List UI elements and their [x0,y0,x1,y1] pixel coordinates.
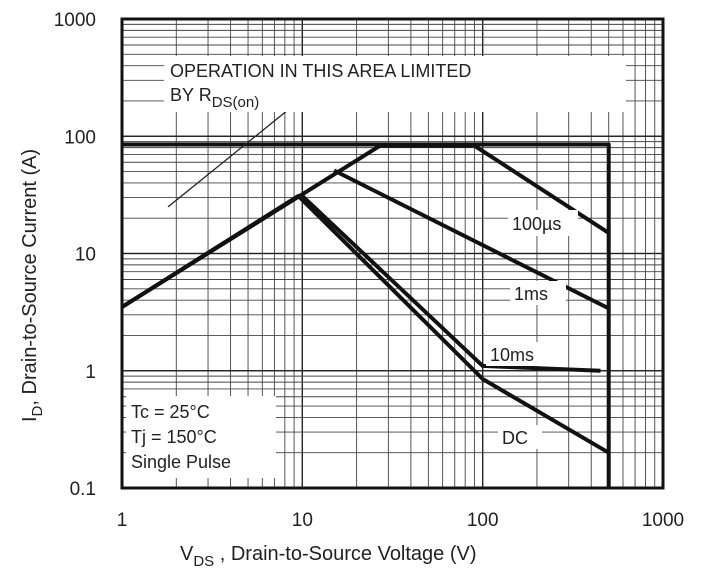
y-axis-title-i: I [19,416,41,422]
y-axis-title: ID, Drain-to-Source Current (A) [19,149,46,422]
conditions-background [126,396,276,478]
label-bg-dc [498,425,542,449]
label-bg-100us [508,210,578,236]
y-tick-label: 0.1 [70,479,96,500]
limit-annotation-line2: BY RDS(on) [170,85,259,111]
condition-tj: Tj = 150°C [131,427,217,447]
x-tick-label: 1 [117,510,128,531]
y-axis-title-sub: D [29,405,46,416]
x-axis-title-rest: , Drain-to-Source Voltage (V) [214,543,476,565]
x-tick-label: 10 [292,510,313,531]
x-tick-label: 1000 [642,510,684,531]
series-line-4 [122,142,611,488]
series-label-100us: 100µs [512,214,561,234]
series-line-5 [120,144,382,309]
y-tick-label: 1 [85,362,96,383]
x-axis-title: VDS , Drain-to-Source Voltage (V) [180,543,477,570]
condition-tc: Tc = 25°C [131,402,210,422]
curves [120,100,611,488]
limit-annotation-by-r: BY R [170,85,212,105]
y-tick-label: 100 [64,127,96,148]
rds-limit-line [167,100,300,208]
x-axis-title-sub: DS [193,553,214,570]
label-bg-1ms [510,281,566,305]
y-tick-label: 10 [75,245,96,266]
limit-annotation-line1: OPERATION IN THIS AREA LIMITED [170,61,471,81]
series-label-dc: DC [502,428,528,448]
y-tick-labels: 0.1 1 10 100 1000 [54,10,96,500]
x-tick-labels: 1 10 100 1000 [117,510,684,531]
x-tick-label: 100 [467,510,499,531]
limit-annotation-background [164,56,626,112]
series-line-2 [300,194,601,373]
plot-frame [120,17,665,490]
y-tick-label: 1000 [54,10,96,31]
label-bg-10ms [486,342,558,366]
series-line-1 [333,168,610,311]
series-label-1ms: 1ms [514,284,548,304]
condition-pulse: Single Pulse [131,452,231,472]
x-axis-title-v: V [180,543,194,565]
series-label-10ms: 10ms [490,345,534,365]
limit-annotation-rds-sub: DS(on) [212,94,260,111]
y-axis-title-rest: , Drain-to-Source Current (A) [19,149,41,406]
